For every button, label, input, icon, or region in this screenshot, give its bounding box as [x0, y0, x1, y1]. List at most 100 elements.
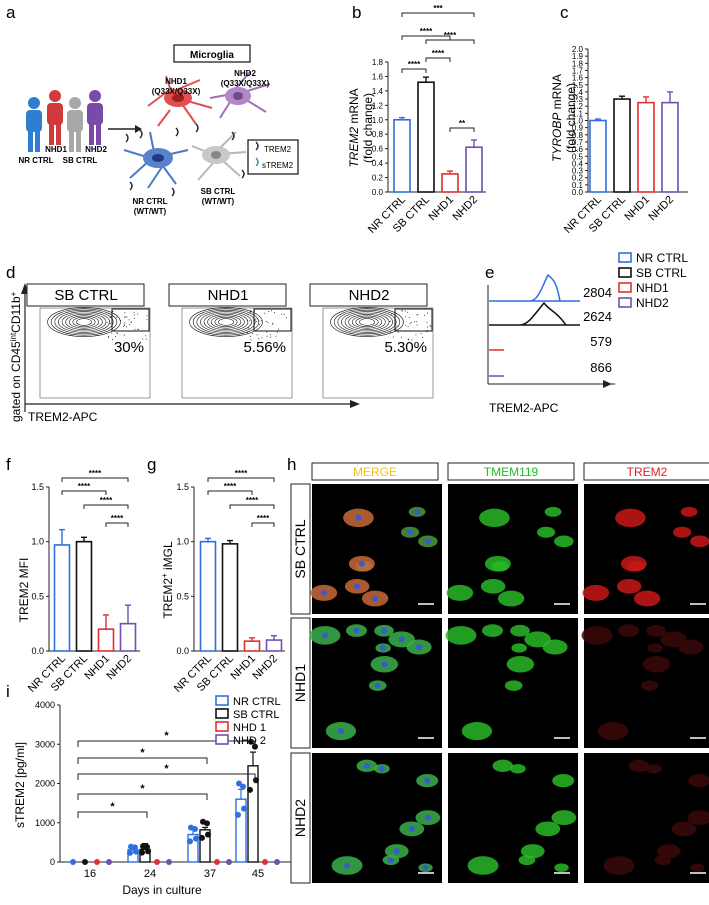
flow-event — [405, 324, 407, 326]
flow-event — [247, 327, 249, 329]
flow-event — [125, 316, 127, 318]
significance-label: **** — [420, 27, 433, 36]
y-tick-label: 0.6 — [572, 145, 584, 154]
flow-event — [109, 322, 111, 324]
y-tick-label: 0.0 — [572, 188, 584, 197]
bar-nr-ctrl — [393, 118, 411, 193]
x-tick-label: 16 — [84, 868, 96, 880]
legend-label: SB CTRL — [636, 266, 687, 280]
x-axis-label: Days in culture — [122, 883, 202, 897]
flow-contour — [337, 309, 397, 335]
chart-c-tyrobp-mrna: 0.00.10.20.30.40.50.60.70.80.91.01.11.21… — [550, 45, 688, 236]
significance-bracket — [425, 39, 475, 44]
significance-label: * — [140, 747, 145, 759]
flow-event — [265, 320, 267, 322]
y-tick-label: 1.4 — [572, 88, 584, 97]
y-tick-label: 1.5 — [176, 482, 189, 492]
flow-event — [395, 329, 397, 331]
cell-blob — [554, 863, 569, 872]
y-axis-label-gene: TYROBP — [550, 113, 564, 162]
significance-label: ** — [459, 119, 466, 128]
flow-event — [250, 310, 252, 312]
flow-event — [258, 338, 260, 340]
y-tick-label: 0.7 — [572, 138, 584, 147]
microglia-nhd2-icon — [209, 71, 271, 119]
y-axis-label: TREM2+ iMGL — [160, 541, 175, 619]
flow-event — [264, 312, 266, 314]
flow-event — [408, 339, 410, 341]
y-tick-label: 1.3 — [572, 95, 584, 104]
flow-title: SB CTRL — [54, 287, 117, 304]
y-tick-label: 1.6 — [372, 72, 384, 81]
bar-nhd1 — [97, 628, 115, 652]
flow-event — [409, 322, 411, 324]
flow-event — [413, 321, 415, 323]
data-point — [128, 843, 134, 850]
legend-swatch — [618, 282, 632, 293]
cell-blob — [654, 855, 672, 866]
significance-label: * — [164, 763, 169, 775]
mfi-label: 866 — [590, 360, 612, 375]
y-tick-label: 0.8 — [372, 130, 384, 139]
flow-contour — [58, 311, 110, 333]
significance-bracket — [105, 522, 129, 527]
cell-genotype-nr-ctrl: (WT/WT) — [134, 207, 167, 216]
flow-event — [142, 338, 144, 340]
data-point — [154, 859, 160, 865]
cell-blob — [616, 578, 642, 594]
panel-h-microscopy: MERGE TMEM119 TREM2 SB CTRL NHD1 NHD2 — [290, 462, 709, 884]
cell-blob — [484, 555, 511, 572]
flow-event — [405, 316, 407, 318]
panel-letter-f: f — [6, 455, 11, 474]
hist-x-arrowhead-icon — [603, 380, 612, 388]
significance-bracket — [77, 757, 208, 764]
flow-event — [115, 336, 117, 338]
cell-blob — [581, 626, 613, 645]
data-point — [241, 805, 247, 812]
cell-blob — [680, 506, 698, 517]
y-axis-label-main: TREM2 MFI — [17, 558, 31, 623]
microscopy-column-header: MERGE — [353, 465, 397, 479]
data-point — [200, 818, 206, 825]
flow-event — [266, 335, 268, 337]
nucleus — [354, 583, 361, 590]
microscopy-column-header: TMEM119 — [484, 465, 539, 479]
data-point — [166, 859, 172, 865]
flow-event — [134, 328, 136, 330]
y-tick-label: 0.2 — [572, 174, 584, 183]
cell-label-nhd2: NHD2 — [234, 69, 256, 78]
flow-event — [261, 337, 263, 339]
legend-swatch — [618, 252, 632, 263]
panel-letter-a: a — [6, 3, 16, 22]
cell-blob — [445, 626, 477, 645]
cell-blob — [542, 639, 568, 655]
y-tick-label: 1.0 — [372, 116, 384, 125]
legend-swatch — [215, 695, 229, 706]
flow-gate — [394, 308, 433, 332]
cell-blob — [603, 856, 635, 875]
bar-sb-ctrl — [613, 98, 631, 193]
y-tick-label: 1.2 — [372, 101, 384, 110]
flow-event — [252, 333, 254, 335]
flow-contour — [200, 311, 252, 333]
flow-event — [260, 320, 262, 322]
flow-y-label-sup2: + — [9, 291, 18, 296]
y-tick-label: 0.0 — [372, 188, 384, 197]
cell-blob — [446, 584, 474, 601]
flow-event — [390, 331, 392, 333]
cell-blob — [461, 722, 493, 741]
y-axis-label-gene: TREM2 — [347, 127, 361, 168]
flow-contour — [355, 316, 379, 328]
data-point — [236, 780, 242, 787]
microscopy-row-header: NHD2 — [292, 799, 308, 837]
flow-event — [415, 334, 417, 336]
flow-event — [391, 314, 393, 316]
flow-title-box — [309, 283, 428, 307]
significance-bracket — [449, 127, 475, 132]
significance-bracket — [77, 773, 256, 780]
y-tick-label: 0.3 — [572, 167, 584, 176]
cell-blob — [678, 639, 704, 655]
significance-label: **** — [100, 496, 113, 505]
flow-event — [146, 319, 148, 321]
